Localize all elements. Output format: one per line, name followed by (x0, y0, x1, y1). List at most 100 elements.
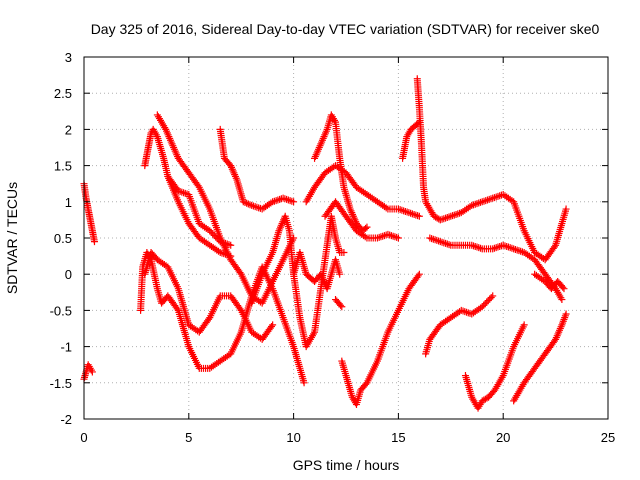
data-point (393, 233, 401, 241)
data-point (379, 232, 387, 240)
chart-title: Day 325 of 2016, Sidereal Day-to-day VTE… (91, 21, 600, 37)
data-point (88, 368, 96, 376)
data-point (407, 209, 415, 217)
x-tick-label: 0 (80, 430, 87, 445)
data-point (492, 193, 500, 201)
x-tick-label: 25 (601, 430, 615, 445)
data-point (253, 203, 261, 211)
data-point (435, 237, 443, 245)
data-point (499, 241, 507, 249)
data-point (256, 204, 264, 212)
data-point (290, 198, 298, 206)
data-point (239, 198, 247, 206)
data-point (336, 270, 344, 278)
data-point (267, 322, 275, 330)
data-point (380, 232, 388, 240)
data-point (236, 305, 244, 313)
data-point (426, 234, 434, 242)
data-point (180, 189, 188, 197)
data-point (475, 244, 483, 252)
data-point (403, 208, 411, 216)
data-point (483, 298, 491, 306)
data-point (452, 210, 460, 218)
data-point (394, 234, 402, 242)
data-point (513, 246, 521, 254)
data-point (396, 206, 404, 214)
series-arc-12 (302, 162, 423, 220)
data-point (338, 303, 346, 311)
data-point (433, 214, 441, 222)
data-point (486, 295, 494, 303)
series-arc-1 (80, 180, 98, 246)
data-point (181, 189, 189, 197)
data-point (445, 213, 453, 221)
data-point (492, 244, 500, 252)
data-point (562, 310, 570, 318)
data-point (410, 210, 418, 218)
data-point (400, 207, 408, 215)
data-point (494, 243, 502, 251)
data-point (447, 212, 455, 220)
data-point (398, 206, 406, 214)
data-point (236, 269, 244, 277)
series-arc-8 (216, 125, 298, 213)
data-point (337, 301, 345, 309)
data-point (450, 211, 458, 219)
data-point (445, 241, 453, 249)
data-point (206, 227, 214, 235)
data-point (466, 309, 474, 317)
data-point (246, 201, 254, 209)
data-point (490, 244, 498, 252)
data-point (194, 182, 202, 190)
data-point (391, 233, 399, 241)
y-tick-label: 0 (65, 267, 72, 282)
data-point (478, 198, 486, 206)
data-point (550, 243, 558, 251)
data-point (476, 244, 484, 252)
data-point (300, 379, 308, 387)
series-arc-10 (290, 248, 344, 293)
data-point (562, 205, 570, 213)
data-point (414, 212, 422, 220)
data-point (433, 236, 441, 244)
series-arc-19 (422, 292, 497, 358)
data-point (443, 240, 451, 248)
data-point (389, 232, 397, 240)
data-point (478, 303, 486, 311)
data-point (375, 233, 383, 241)
data-point (279, 194, 287, 202)
data-points-layer (80, 75, 570, 412)
data-point (440, 215, 448, 223)
series-arc-20 (461, 321, 528, 412)
data-point (207, 228, 215, 236)
data-point (520, 321, 528, 329)
data-point (480, 301, 488, 309)
data-point (405, 209, 413, 217)
data-point (284, 196, 292, 204)
data-point (506, 244, 514, 252)
data-point (90, 238, 98, 246)
series-arc-7 (164, 172, 235, 249)
data-point (515, 247, 523, 255)
data-point (489, 292, 497, 300)
data-point (459, 307, 467, 315)
data-point (438, 238, 446, 246)
data-point (384, 230, 392, 238)
y-tick-label: 2 (65, 122, 72, 137)
data-point (243, 199, 251, 207)
data-point (412, 211, 420, 219)
data-point (463, 308, 471, 316)
series-arc-16 (399, 118, 423, 162)
ticks-layer: 0 5 10 15 20 25 -2 -1.5 -1 -0.5 0 0.5 1 1.5 2 2.5 3 (50, 50, 616, 445)
data-point (274, 196, 282, 204)
data-point (227, 241, 235, 249)
y-axis-label: SDTVAR / TECUs (4, 182, 20, 294)
y-tick-label: -0.5 (50, 303, 72, 318)
x-tick-label: 15 (391, 430, 405, 445)
x-tick-label: 5 (185, 430, 192, 445)
data-point (496, 242, 504, 250)
y-tick-label: 1.5 (54, 159, 72, 174)
data-point (504, 243, 512, 251)
y-tick-label: 3 (65, 50, 72, 65)
